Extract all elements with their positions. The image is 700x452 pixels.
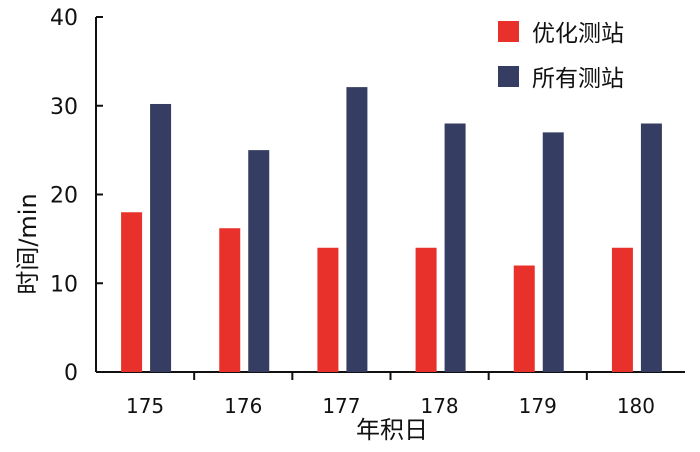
legend-swatch-optimized-stations xyxy=(498,21,519,42)
legend-swatch-all-stations xyxy=(498,66,519,87)
x-axis-tick-label: 178 xyxy=(420,394,458,418)
y-axis-tick-label: 30 xyxy=(50,95,78,120)
bar-optimized-stations xyxy=(415,247,437,372)
legend-label-optimized-stations: 优化测站 xyxy=(532,21,624,47)
y-axis-tick-label: 10 xyxy=(50,272,78,297)
bar-optimized-stations xyxy=(611,247,633,372)
x-axis-title: 年积日 xyxy=(356,416,428,444)
y-axis-tick-label: 0 xyxy=(64,361,78,386)
x-axis-tick-label: 180 xyxy=(617,394,655,418)
bar-optimized-stations xyxy=(219,228,241,372)
legend-label-all-stations: 所有测站 xyxy=(532,66,624,92)
bar-all-stations xyxy=(542,132,564,372)
y-axis-tick-label: 40 xyxy=(50,6,78,31)
plot-area: 0 10 20 30 40 175 176 177 178 179 180 xyxy=(50,6,685,418)
bar-optimized-stations xyxy=(317,247,339,372)
x-axis-tick-label: 177 xyxy=(322,394,360,418)
bar-optimized-stations xyxy=(121,212,143,372)
x-axis-tick-label: 175 xyxy=(126,394,164,418)
x-axis-tick-label: 179 xyxy=(519,394,557,418)
bar-all-stations xyxy=(346,87,368,373)
x-axis-tick-label: 176 xyxy=(224,394,262,418)
bar-all-stations xyxy=(444,123,466,372)
bar-all-stations xyxy=(640,123,662,372)
bar-all-stations xyxy=(248,150,270,372)
bar-all-stations xyxy=(150,103,172,372)
y-axis-tick-label: 20 xyxy=(50,184,78,209)
bar-optimized-stations xyxy=(513,265,535,372)
y-axis-title: 时间/min xyxy=(14,193,42,294)
legend: 优化测站 所有测站 xyxy=(498,21,624,92)
